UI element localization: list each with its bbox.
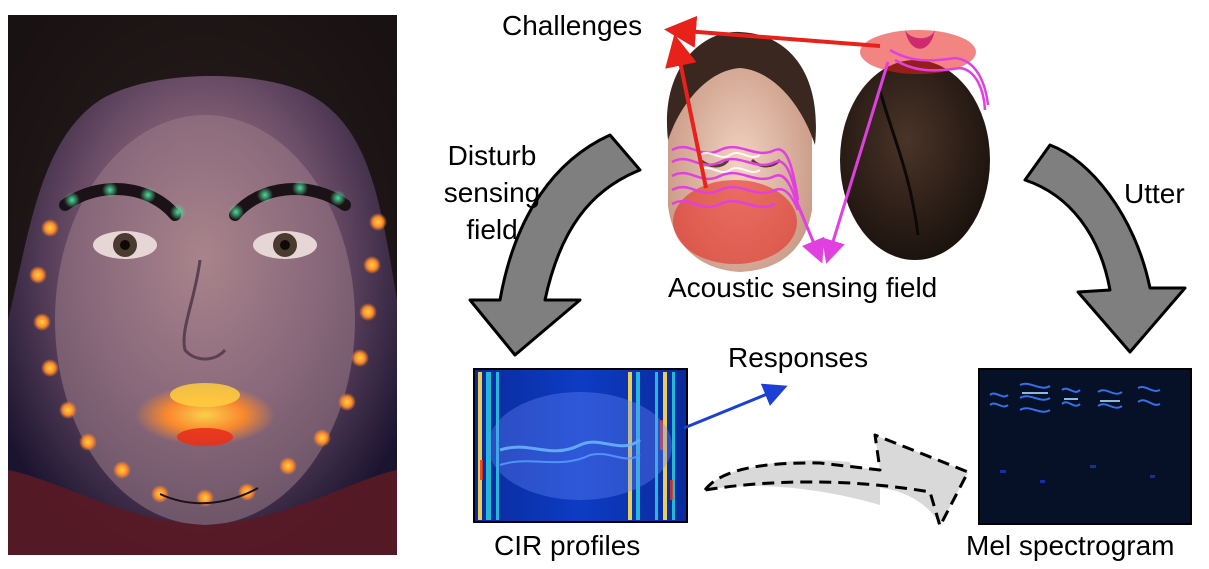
cir-profiles-label: CIR profiles xyxy=(494,530,641,561)
face-photo xyxy=(8,15,397,555)
acoustic-sensing-field-label: Acoustic sensing field xyxy=(668,272,938,303)
back-head xyxy=(840,60,990,260)
mel-spectrogram-image xyxy=(978,368,1192,525)
responses-label: Responses xyxy=(728,342,869,373)
mel-spectrogram-label: Mel spectrogram xyxy=(966,530,1175,561)
disturb-label-line2: sensing xyxy=(443,177,541,208)
utter-label: Utter xyxy=(1124,178,1185,209)
conversion-dashed-arrow-outline xyxy=(703,433,970,528)
disturb-label-line1: Disturb xyxy=(447,140,537,171)
utter-curved-arrow xyxy=(1023,143,1187,354)
disturb-curved-arrow xyxy=(468,133,642,357)
challenges-label: Challenges xyxy=(502,10,643,41)
cir-profile-heatmap xyxy=(473,368,688,523)
disturb-label-line3: field xyxy=(466,214,518,245)
responses-arrow xyxy=(683,383,788,430)
acoustic-sensing-field xyxy=(671,30,990,264)
challenge-arrows xyxy=(664,15,881,189)
